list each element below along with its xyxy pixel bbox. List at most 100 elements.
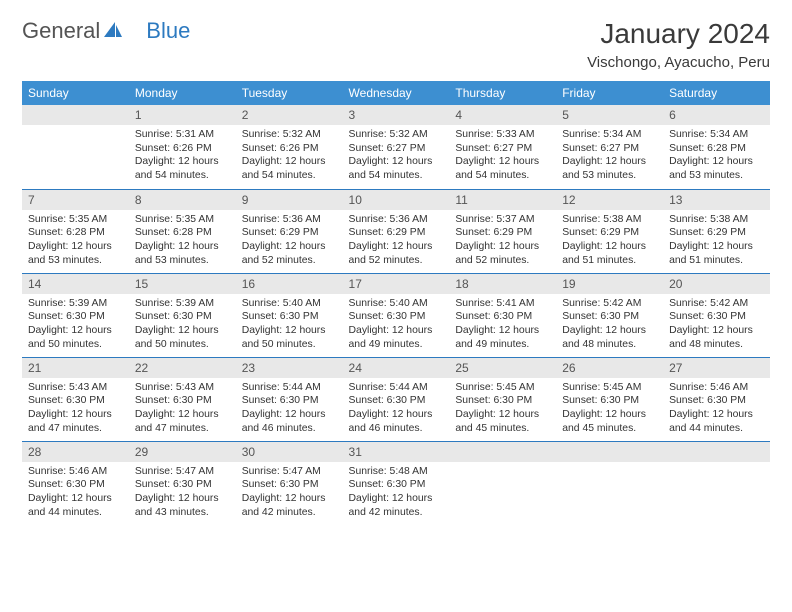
day-body: Sunrise: 5:36 AMSunset: 6:29 PMDaylight:…: [343, 210, 450, 272]
day-number: [449, 442, 556, 462]
sunset-line: Sunset: 6:30 PM: [349, 394, 444, 408]
sunrise-line: Sunrise: 5:35 AM: [135, 213, 230, 227]
sunset-line: Sunset: 6:30 PM: [135, 310, 230, 324]
sunrise-line: Sunrise: 5:35 AM: [28, 213, 123, 227]
day-cell: 17Sunrise: 5:40 AMSunset: 6:30 PMDayligh…: [343, 273, 450, 357]
sunset-line: Sunset: 6:29 PM: [562, 226, 657, 240]
sunset-line: Sunset: 6:30 PM: [135, 478, 230, 492]
daylight-line: Daylight: 12 hours and 50 minutes.: [135, 324, 230, 351]
daylight-line: Daylight: 12 hours and 45 minutes.: [562, 408, 657, 435]
day-cell: 10Sunrise: 5:36 AMSunset: 6:29 PMDayligh…: [343, 189, 450, 273]
location-text: Vischongo, Ayacucho, Peru: [587, 54, 770, 71]
day-body: Sunrise: 5:34 AMSunset: 6:28 PMDaylight:…: [663, 125, 770, 187]
sunrise-line: Sunrise: 5:45 AM: [562, 381, 657, 395]
day-cell: 23Sunrise: 5:44 AMSunset: 6:30 PMDayligh…: [236, 357, 343, 441]
day-number: 7: [22, 190, 129, 210]
daylight-line: Daylight: 12 hours and 54 minutes.: [455, 155, 550, 182]
day-cell: 18Sunrise: 5:41 AMSunset: 6:30 PMDayligh…: [449, 273, 556, 357]
sunset-line: Sunset: 6:30 PM: [135, 394, 230, 408]
sunrise-line: Sunrise: 5:34 AM: [562, 128, 657, 142]
day-number: 1: [129, 105, 236, 125]
day-header: Saturday: [663, 81, 770, 105]
sunrise-line: Sunrise: 5:38 AM: [669, 213, 764, 227]
day-cell: 12Sunrise: 5:38 AMSunset: 6:29 PMDayligh…: [556, 189, 663, 273]
daylight-line: Daylight: 12 hours and 54 minutes.: [242, 155, 337, 182]
sunset-line: Sunset: 6:30 PM: [349, 478, 444, 492]
sunrise-line: Sunrise: 5:42 AM: [669, 297, 764, 311]
daylight-line: Daylight: 12 hours and 44 minutes.: [28, 492, 123, 519]
daylight-line: Daylight: 12 hours and 50 minutes.: [28, 324, 123, 351]
sunrise-line: Sunrise: 5:46 AM: [669, 381, 764, 395]
day-cell: 19Sunrise: 5:42 AMSunset: 6:30 PMDayligh…: [556, 273, 663, 357]
day-number: 18: [449, 274, 556, 294]
sunrise-line: Sunrise: 5:34 AM: [669, 128, 764, 142]
day-cell: 27 Sunrise: 5:46 AMSunset: 6:30 PMDayligh…: [663, 357, 770, 441]
sunrise-line: Sunrise: 5:42 AM: [562, 297, 657, 311]
sunrise-line: Sunrise: 5:36 AM: [349, 213, 444, 227]
day-number: 23: [236, 358, 343, 378]
daylight-line: Daylight: 12 hours and 54 minutes.: [349, 155, 444, 182]
sunrise-line: Sunrise: 5:44 AM: [349, 381, 444, 395]
day-cell: 21Sunrise: 5:43 AMSunset: 6:30 PMDayligh…: [22, 357, 129, 441]
sunrise-line: Sunrise: 5:39 AM: [135, 297, 230, 311]
day-number: 20: [663, 274, 770, 294]
day-body: Sunrise: 5:43 AMSunset: 6:30 PMDaylight:…: [129, 378, 236, 440]
daylight-line: Daylight: 12 hours and 50 minutes.: [242, 324, 337, 351]
day-body: Sunrise: 5:32 AMSunset: 6:26 PMDaylight:…: [236, 125, 343, 187]
day-number: 4: [449, 105, 556, 125]
day-body: Sunrise: 5:47 AMSunset: 6:30 PMDaylight:…: [129, 462, 236, 524]
sunset-line: Sunset: 6:30 PM: [28, 478, 123, 492]
day-number: 14: [22, 274, 129, 294]
sunrise-line: Sunrise: 5:47 AM: [242, 465, 337, 479]
week-row: 7Sunrise: 5:35 AMSunset: 6:28 PMDaylight…: [22, 189, 770, 273]
day-body: Sunrise: 5:47 AMSunset: 6:30 PMDaylight:…: [236, 462, 343, 524]
daylight-line: Daylight: 12 hours and 49 minutes.: [455, 324, 550, 351]
sunset-line: Sunset: 6:29 PM: [242, 226, 337, 240]
day-body: Sunrise: 5:34 AMSunset: 6:27 PMDaylight:…: [556, 125, 663, 187]
day-cell: 4Sunrise: 5:33 AMSunset: 6:27 PMDaylight…: [449, 105, 556, 189]
sunrise-line: Sunrise: 5:45 AM: [455, 381, 550, 395]
day-number: 17: [343, 274, 450, 294]
daylight-line: Daylight: 12 hours and 48 minutes.: [562, 324, 657, 351]
sunrise-line: Sunrise: 5:32 AM: [242, 128, 337, 142]
day-cell: [663, 441, 770, 525]
sunrise-line: Sunrise: 5:38 AM: [562, 213, 657, 227]
sunset-line: Sunset: 6:30 PM: [669, 310, 764, 324]
sunset-line: Sunset: 6:30 PM: [669, 394, 764, 408]
day-number: 5: [556, 105, 663, 125]
sunrise-line: Sunrise: 5:44 AM: [242, 381, 337, 395]
day-number: 12: [556, 190, 663, 210]
sunset-line: Sunset: 6:29 PM: [669, 226, 764, 240]
day-cell: 31Sunrise: 5:48 AMSunset: 6:30 PMDayligh…: [343, 441, 450, 525]
day-body: Sunrise: 5:31 AMSunset: 6:26 PMDaylight:…: [129, 125, 236, 187]
day-cell: 8Sunrise: 5:35 AMSunset: 6:28 PMDaylight…: [129, 189, 236, 273]
day-body: Sunrise: 5:41 AMSunset: 6:30 PMDaylight:…: [449, 294, 556, 356]
sunset-line: Sunset: 6:30 PM: [242, 394, 337, 408]
sunset-line: Sunset: 6:30 PM: [242, 478, 337, 492]
week-row: 14Sunrise: 5:39 AMSunset: 6:30 PMDayligh…: [22, 273, 770, 357]
daylight-line: Daylight: 12 hours and 52 minutes.: [455, 240, 550, 267]
day-header: Tuesday: [236, 81, 343, 105]
day-header: Sunday: [22, 81, 129, 105]
day-body: Sunrise: 5:42 AMSunset: 6:30 PMDaylight:…: [663, 294, 770, 356]
day-cell: [22, 105, 129, 189]
day-body: Sunrise: 5:39 AMSunset: 6:30 PMDaylight:…: [22, 294, 129, 356]
day-number: 11: [449, 190, 556, 210]
sunrise-line: Sunrise: 5:41 AM: [455, 297, 550, 311]
sunrise-line: Sunrise: 5:31 AM: [135, 128, 230, 142]
daylight-line: Daylight: 12 hours and 48 minutes.: [669, 324, 764, 351]
sunset-line: Sunset: 6:27 PM: [562, 142, 657, 156]
day-cell: 26Sunrise: 5:45 AMSunset: 6:30 PMDayligh…: [556, 357, 663, 441]
day-number: 24: [343, 358, 450, 378]
day-number: 28: [22, 442, 129, 462]
sunset-line: Sunset: 6:30 PM: [455, 310, 550, 324]
day-cell: 13Sunrise: 5:38 AMSunset: 6:29 PMDayligh…: [663, 189, 770, 273]
day-number: 27: [663, 358, 770, 378]
day-cell: 29Sunrise: 5:47 AMSunset: 6:30 PMDayligh…: [129, 441, 236, 525]
sunrise-line: Sunrise: 5:47 AM: [135, 465, 230, 479]
sunset-line: Sunset: 6:30 PM: [28, 310, 123, 324]
daylight-line: Daylight: 12 hours and 44 minutes.: [669, 408, 764, 435]
calendar-table: SundayMondayTuesdayWednesdayThursdayFrid…: [22, 81, 770, 525]
day-cell: 14Sunrise: 5:39 AMSunset: 6:30 PMDayligh…: [22, 273, 129, 357]
day-number: 25: [449, 358, 556, 378]
